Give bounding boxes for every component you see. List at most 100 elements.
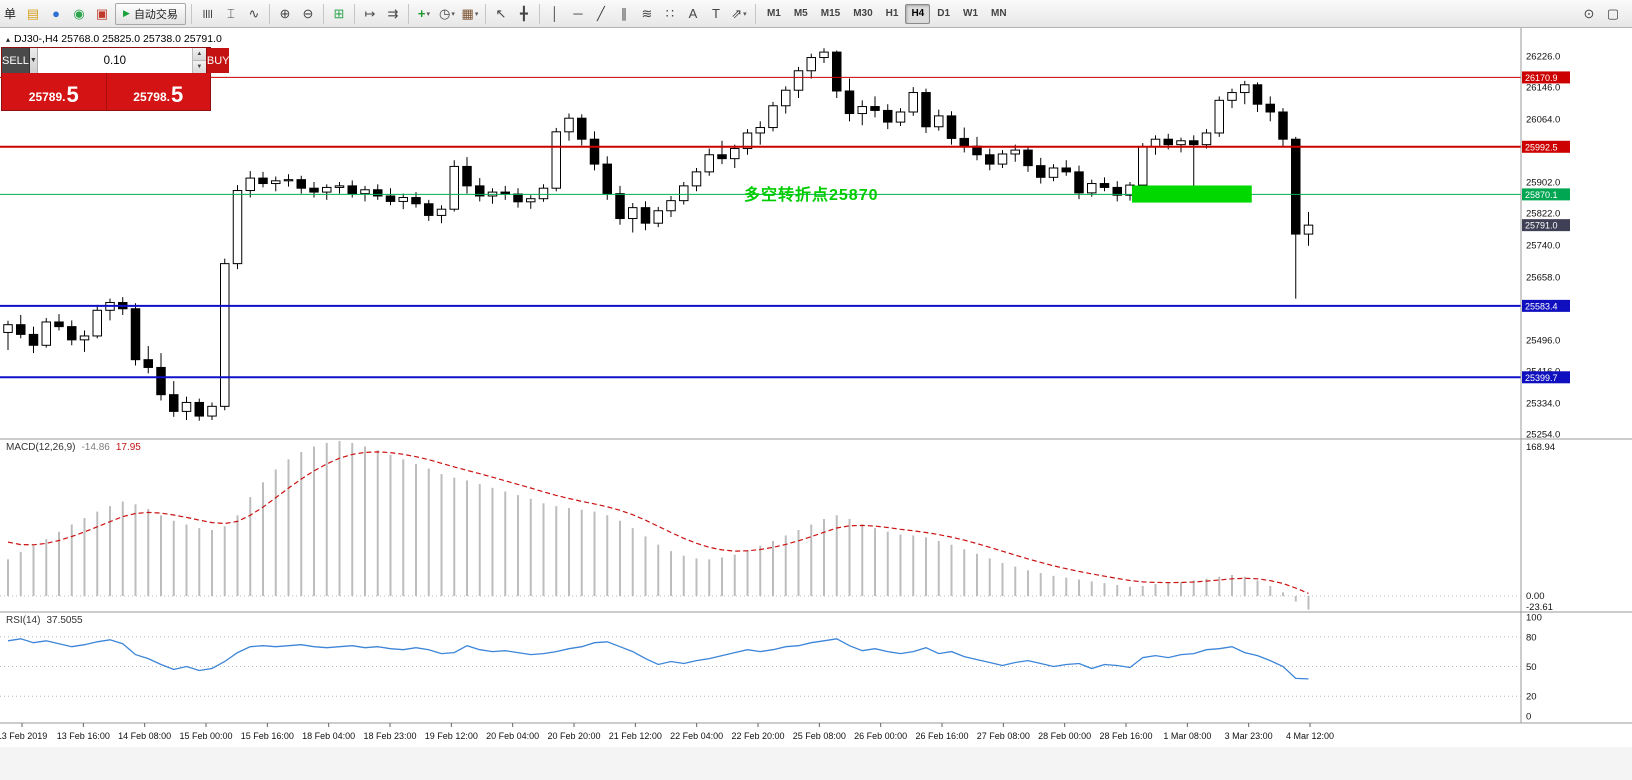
- toolbar-separator: [190, 3, 192, 24]
- price-tag: 25399.7: [1522, 371, 1570, 384]
- one-click-collapse-icon[interactable]: ▴: [6, 35, 11, 44]
- svg-text:25583.4: 25583.4: [1525, 301, 1558, 311]
- svg-text:13 Feb 2019: 13 Feb 2019: [0, 731, 47, 741]
- macd-label: MACD(12,26,9) -14.86 17.95: [6, 442, 141, 453]
- rsi-value: 37.5055: [46, 615, 83, 626]
- candlestick-chart-button[interactable]: ⌶: [220, 3, 242, 25]
- arrows-button[interactable]: ⇗ ▾: [728, 3, 750, 25]
- toolbar-separator: [484, 3, 486, 24]
- navigator-button[interactable]: ▣: [91, 3, 113, 25]
- timeframe-M5[interactable]: M5: [788, 4, 814, 24]
- price-tags: 26170.9 25992.5 25870.1 25791.0 25583.4 25399…: [1522, 71, 1570, 384]
- macd-main-value: -14.86: [81, 442, 110, 453]
- timeframe-MN[interactable]: MN: [985, 4, 1013, 24]
- cursor-button[interactable]: ↖: [490, 3, 512, 25]
- timeframe-H1[interactable]: H1: [880, 4, 905, 24]
- search-button[interactable]: ⊙: [1578, 3, 1600, 25]
- svg-text:100: 100: [1526, 613, 1542, 624]
- channel-button[interactable]: ∥: [613, 3, 635, 25]
- buy-button[interactable]: BUY: [205, 48, 230, 73]
- bar-chart-button[interactable]: ≣: [197, 3, 219, 25]
- volume-increase-button[interactable]: ▲: [192, 48, 206, 61]
- svg-text:25254.0: 25254.0: [1526, 429, 1560, 440]
- autoscroll-button[interactable]: ↦: [359, 3, 381, 25]
- price-tag: 25791.0: [1522, 219, 1570, 232]
- text-button[interactable]: A: [682, 3, 704, 25]
- svg-text:0.00: 0.00: [1526, 591, 1545, 602]
- indicators-button[interactable]: + ▾: [413, 3, 435, 25]
- svg-text:3 Mar 23:00: 3 Mar 23:00: [1225, 731, 1273, 741]
- vertical-line-icon: │: [550, 6, 559, 21]
- svg-text:25399.7: 25399.7: [1525, 373, 1558, 383]
- play-icon: ▶: [123, 8, 130, 18]
- timeframe-D1[interactable]: D1: [931, 4, 956, 24]
- svg-text:25870.1: 25870.1: [1525, 190, 1558, 200]
- horizontal-line-button[interactable]: ─: [567, 3, 589, 25]
- timeframe-M30[interactable]: M30: [847, 4, 878, 24]
- autotrading-label: 自动交易: [133, 8, 178, 21]
- volume-field: ▲ ▼: [37, 48, 206, 73]
- timeframe-H4[interactable]: H4: [905, 3, 931, 24]
- horizontal-line-icon: ─: [573, 6, 583, 21]
- fibonacci-button[interactable]: ≋: [636, 3, 658, 25]
- crosshair-button[interactable]: ╋: [513, 3, 535, 25]
- sell-price-display[interactable]: 25789. 5: [2, 73, 107, 110]
- periods-button[interactable]: ◷ ▾: [436, 3, 458, 25]
- new-order-icon: ▤: [26, 5, 40, 21]
- new-order-label[interactable]: 单: [4, 7, 17, 21]
- svg-text:50: 50: [1526, 662, 1537, 673]
- volume-dropdown-button[interactable]: ▼: [29, 48, 38, 73]
- timeframe-M1[interactable]: M1: [761, 4, 787, 24]
- svg-text:-23.61: -23.61: [1526, 602, 1553, 613]
- new-order-button[interactable]: ▤: [22, 3, 44, 25]
- new-window-icon: ▢: [1606, 5, 1620, 21]
- symbol-ohlc-label: ▴ DJ30-,H4 25768.0 25825.0 25738.0 25791.…: [6, 33, 222, 45]
- rsi-name: RSI(14): [6, 615, 41, 626]
- svg-text:26064.0: 26064.0: [1526, 114, 1560, 125]
- buy-price-display[interactable]: 25798. 5: [133, 82, 184, 107]
- svg-text:0: 0: [1526, 712, 1531, 723]
- shapes-button[interactable]: ∷: [659, 3, 681, 25]
- timeframe-W1[interactable]: W1: [957, 4, 984, 24]
- sell-button[interactable]: SELL: [2, 48, 30, 73]
- text-icon: A: [688, 6, 698, 21]
- volume-decrease-button[interactable]: ▼: [192, 61, 206, 73]
- zoom-in-button[interactable]: ⊕: [274, 3, 296, 25]
- chart-shift-button[interactable]: ⇉: [382, 3, 404, 25]
- tile-windows-button[interactable]: ⊞: [328, 3, 350, 25]
- symbol-text: DJ30-,H4 25768.0 25825.0 25738.0 25791.0: [14, 33, 222, 45]
- data-window-icon: ◉: [73, 5, 85, 21]
- text-label-button[interactable]: T: [705, 3, 727, 25]
- channel-icon: ∥: [620, 5, 628, 21]
- annotation-text: 多空转折点25870: [744, 187, 879, 204]
- volume-stepper: ▲ ▼: [191, 48, 206, 73]
- zoom-out-button[interactable]: ⊖: [297, 3, 319, 25]
- rsi-indicator: 100 80 50 20 0: [0, 613, 1542, 723]
- line-chart-button[interactable]: ∿: [243, 3, 265, 25]
- volume-input[interactable]: [37, 48, 192, 73]
- crosshair-icon: ╋: [520, 5, 528, 21]
- periods-icon: ◷: [439, 5, 451, 21]
- trendline-button[interactable]: ╱: [590, 3, 612, 25]
- indicators-icon: +: [417, 6, 426, 21]
- line-chart-icon: ∿: [248, 5, 260, 21]
- vertical-line-button[interactable]: │: [544, 3, 566, 25]
- autotrading-button[interactable]: ▶ 自动交易: [115, 2, 186, 25]
- svg-text:18 Feb 04:00: 18 Feb 04:00: [302, 731, 355, 741]
- svg-text:27 Feb 08:00: 27 Feb 08:00: [977, 731, 1030, 741]
- svg-text:25992.5: 25992.5: [1525, 142, 1558, 152]
- data-window-button[interactable]: ◉: [68, 3, 90, 25]
- new-window-button[interactable]: ▢: [1602, 3, 1624, 25]
- chevron-down-icon: ▾: [426, 10, 430, 18]
- svg-text:21 Feb 12:00: 21 Feb 12:00: [609, 731, 662, 741]
- templates-button[interactable]: ▦ ▾: [459, 3, 481, 25]
- market-watch-button[interactable]: ●: [45, 3, 67, 25]
- cursor-icon: ↖: [495, 5, 507, 21]
- svg-text:13 Feb 16:00: 13 Feb 16:00: [57, 731, 110, 741]
- svg-text:25658.0: 25658.0: [1526, 272, 1560, 283]
- time-axis: 13 Feb 2019 13 Feb 16:00 14 Feb 08:00 15 Fe…: [0, 723, 1334, 741]
- timeframe-M15[interactable]: M15: [815, 4, 846, 24]
- candlestick-series: [3, 48, 1314, 421]
- toolbar-separator: [538, 3, 540, 24]
